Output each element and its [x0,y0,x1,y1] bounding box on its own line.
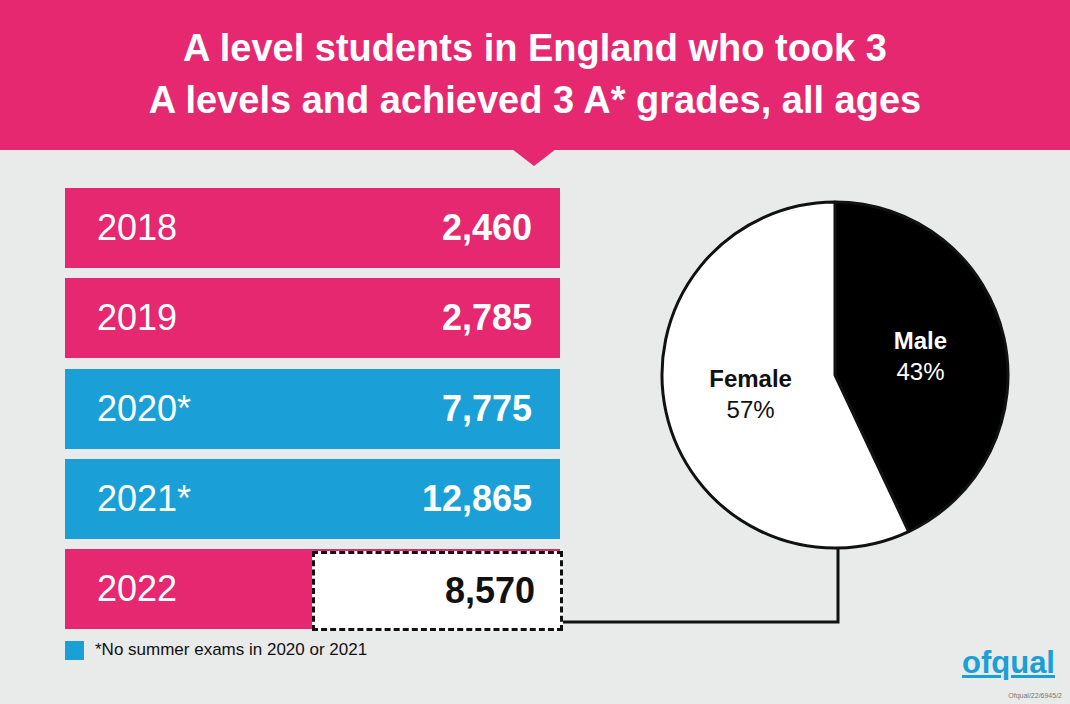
html-text:2,785: 2,785 [441,297,532,338]
html-text:12,865: 12,865 [421,478,532,519]
svg-text:Female57%: Female57% [709,365,792,423]
html-text:A level students in England wh: A level students in England who took 3 [183,27,887,69]
html-text:2020*: 2020* [97,388,192,429]
html-text:2019: 2019 [97,297,178,338]
html-text:*No summer exams in 2020 or 20: *No summer exams in 2020 or 2021 [95,640,368,659]
svg-text:Male43%: Male43% [894,327,947,385]
html-text:2021*: 2021* [97,478,192,519]
html-text:A levels and achieved 3 A* gra: A levels and achieved 3 A* grades, all a… [148,79,922,121]
html-text:2018: 2018 [97,207,178,248]
html-text:2022: 2022 [97,568,178,609]
html-text:2,460: 2,460 [441,207,532,248]
html-text:Ofqual/22/6945/2: Ofqual/22/6945/2 [1008,692,1062,699]
html-text:8,570: 8,570 [444,570,535,611]
html-text:7,775: 7,775 [441,388,532,429]
html-text:ofqual: ofqual [962,645,1055,680]
